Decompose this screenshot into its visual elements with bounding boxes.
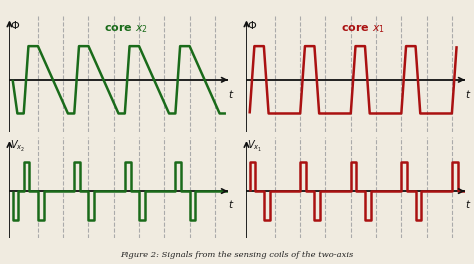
Text: t: t — [465, 90, 469, 100]
Text: $V_{x_1}$: $V_{x_1}$ — [247, 139, 262, 154]
Text: t: t — [228, 200, 232, 210]
Text: $V_{x_2}$: $V_{x_2}$ — [10, 139, 25, 154]
Text: core $x_1$: core $x_1$ — [341, 23, 385, 35]
Text: $\Phi$: $\Phi$ — [10, 18, 20, 31]
Text: core $x_2$: core $x_2$ — [104, 23, 148, 35]
Text: Figure 2: Signals from the sensing coils of the two-axis: Figure 2: Signals from the sensing coils… — [120, 251, 354, 259]
Text: t: t — [228, 90, 232, 100]
Text: t: t — [465, 200, 469, 210]
Text: $\Phi$: $\Phi$ — [247, 18, 257, 31]
